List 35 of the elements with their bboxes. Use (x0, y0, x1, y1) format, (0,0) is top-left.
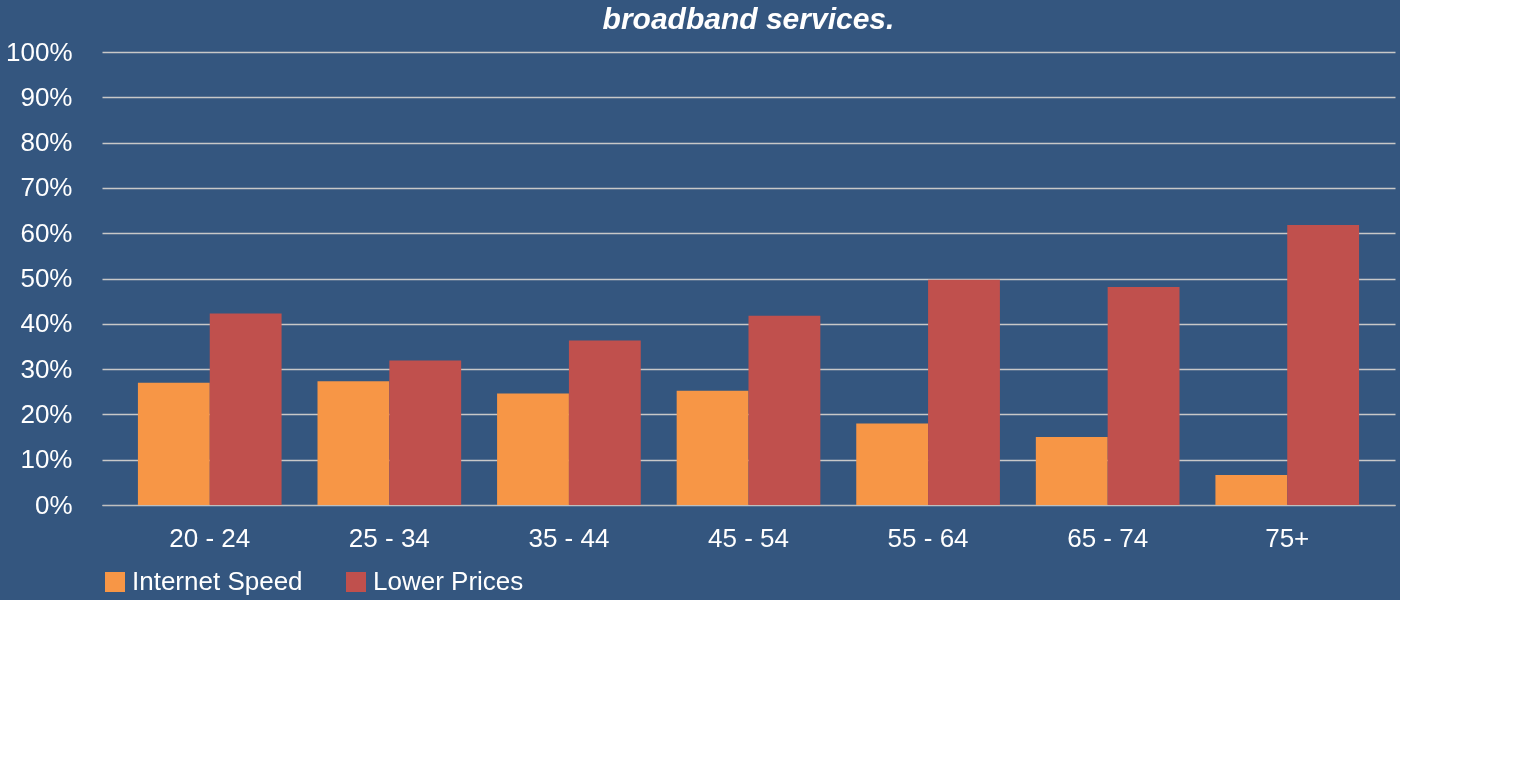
legend-label: Lower Prices (373, 566, 524, 596)
x-tick-label: 65 - 74 (1067, 522, 1149, 553)
bar (1035, 437, 1108, 505)
x-tick-label: 25 - 34 (348, 522, 430, 553)
bar (748, 315, 821, 505)
legend-label: Internet Speed (132, 566, 303, 596)
bar (1287, 225, 1360, 505)
bar (317, 381, 390, 505)
bar (497, 393, 569, 505)
x-tick-label: 20 - 24 (169, 522, 251, 553)
x-tick-label: 75+ (1265, 522, 1310, 553)
x-tick-label: 35 - 44 (528, 522, 610, 553)
bar (1215, 475, 1288, 505)
y-tick-label: 10% (20, 444, 73, 475)
y-tick-label: 50% (20, 263, 73, 293)
y-tick-label: 90% (20, 81, 73, 112)
y-tick-label: 20% (20, 398, 73, 429)
y-tick-label: 30% (20, 353, 73, 384)
y-tick-label: 40% (20, 308, 73, 339)
bar (928, 279, 1000, 505)
y-tick-label: 60% (20, 217, 73, 248)
chart-title: broadband services. (602, 2, 895, 35)
bar (568, 340, 641, 505)
bar (856, 423, 929, 505)
bar (676, 390, 749, 505)
bar (1107, 287, 1180, 505)
y-tick-label: 0% (34, 489, 73, 520)
bar (389, 360, 462, 505)
y-tick-label: 70% (20, 172, 73, 203)
bar (209, 313, 282, 505)
bar (137, 382, 210, 505)
x-tick-label: 55 - 64 (887, 522, 969, 553)
y-tick-label: 100% (6, 36, 73, 67)
y-tick-label: 80% (20, 127, 73, 158)
x-tick-label: 45 - 54 (708, 522, 789, 553)
